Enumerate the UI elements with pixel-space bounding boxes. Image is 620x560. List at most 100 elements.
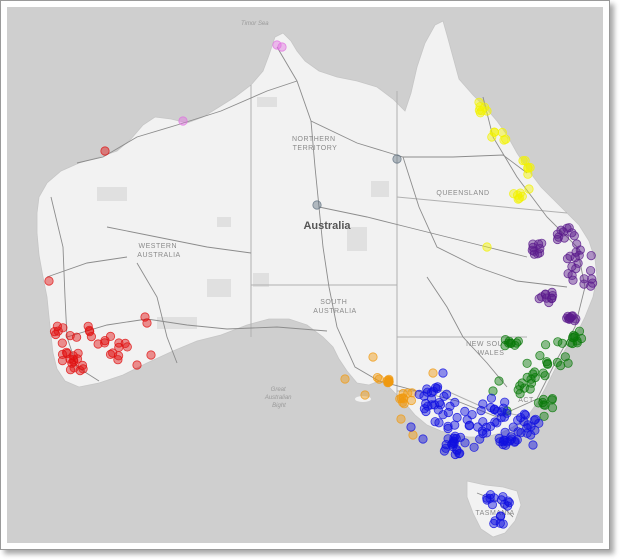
location-marker-gray[interactable] [312, 200, 322, 210]
location-marker-blue[interactable] [443, 423, 453, 434]
location-marker-orange[interactable] [372, 372, 382, 383]
location-marker-pink[interactable] [178, 116, 188, 126]
location-marker-purple[interactable] [573, 258, 583, 268]
location-marker-blue[interactable] [443, 421, 453, 431]
location-marker-blue[interactable] [460, 438, 470, 448]
location-marker-pink[interactable] [272, 40, 282, 50]
location-marker-blue-tas[interactable] [496, 495, 506, 505]
location-marker-yellow[interactable] [523, 163, 533, 173]
location-marker-green[interactable] [519, 383, 529, 393]
location-marker-blue[interactable] [528, 440, 538, 450]
location-marker-blue[interactable] [495, 437, 505, 447]
location-marker-blue[interactable] [475, 434, 485, 444]
location-marker-purple[interactable] [570, 253, 580, 263]
location-marker-red[interactable] [65, 365, 76, 375]
location-marker-red[interactable] [77, 360, 88, 370]
location-marker-red[interactable] [57, 355, 68, 366]
location-marker-red[interactable] [53, 326, 63, 336]
location-marker-green[interactable] [572, 338, 582, 348]
location-marker-purple[interactable] [569, 316, 580, 326]
location-marker-blue[interactable] [496, 413, 506, 423]
location-marker-red[interactable] [61, 347, 72, 357]
location-marker-red[interactable] [84, 325, 95, 335]
location-marker-blue[interactable] [522, 423, 532, 433]
location-marker-green[interactable] [535, 350, 545, 361]
location-marker-purple[interactable] [562, 254, 573, 264]
location-marker-blue[interactable] [478, 399, 488, 409]
location-marker-pink[interactable] [277, 42, 287, 52]
location-marker-blue[interactable] [438, 368, 448, 378]
location-marker-orange[interactable] [399, 394, 409, 404]
location-marker-blue-tas[interactable] [498, 519, 508, 529]
location-marker-blue-tas[interactable] [482, 495, 492, 505]
location-marker-blue[interactable] [439, 391, 449, 401]
location-marker-green[interactable] [528, 369, 538, 379]
location-marker-purple[interactable] [579, 274, 589, 284]
location-marker-purple[interactable] [586, 281, 596, 291]
location-marker-yellow[interactable] [524, 184, 534, 194]
location-marker-red[interactable] [105, 331, 116, 341]
location-marker-blue[interactable] [500, 427, 510, 437]
location-marker-blue[interactable] [418, 434, 428, 444]
location-marker-red[interactable] [93, 339, 103, 349]
location-marker-red[interactable] [68, 355, 79, 365]
location-marker-orange[interactable] [428, 368, 438, 378]
location-marker-blue[interactable] [406, 422, 416, 432]
location-marker-blue-tas[interactable] [485, 490, 496, 500]
location-marker-blue[interactable] [508, 422, 518, 432]
location-marker-purple[interactable] [537, 238, 547, 248]
map-viewport[interactable]: Timor Sea NORTHERN TERRITORY QUEENSLAND … [7, 7, 603, 543]
location-marker-red[interactable] [122, 342, 132, 352]
location-marker-yellow[interactable] [514, 193, 525, 203]
location-marker-blue[interactable] [469, 442, 479, 452]
location-marker-green[interactable] [547, 395, 557, 405]
location-marker-blue[interactable] [421, 406, 431, 417]
location-marker-yellow[interactable] [482, 106, 492, 116]
location-marker-green[interactable] [538, 394, 549, 404]
location-marker-orange[interactable] [384, 377, 394, 387]
location-marker-orange[interactable] [406, 395, 416, 406]
location-marker-purple[interactable] [547, 293, 557, 303]
location-marker-red[interactable] [114, 338, 124, 348]
location-marker-green[interactable] [488, 386, 498, 396]
location-marker-orange[interactable] [360, 390, 370, 400]
location-marker-blue[interactable] [490, 417, 500, 427]
location-marker-green[interactable] [538, 397, 548, 408]
location-marker-red[interactable] [78, 364, 88, 374]
location-marker-blue[interactable] [462, 415, 472, 425]
location-marker-red[interactable] [132, 360, 142, 370]
location-marker-blue[interactable] [443, 407, 453, 418]
location-marker-blue-tas[interactable] [495, 511, 505, 521]
location-marker-blue[interactable] [513, 415, 523, 425]
location-marker-blue[interactable] [513, 427, 523, 437]
location-marker-blue[interactable] [433, 405, 443, 415]
location-marker-green[interactable] [506, 338, 516, 348]
australia-map[interactable]: Timor Sea NORTHERN TERRITORY QUEENSLAND … [7, 7, 603, 543]
location-marker-blue[interactable] [509, 437, 520, 447]
location-marker-purple[interactable] [579, 279, 589, 289]
location-marker-blue[interactable] [530, 425, 540, 435]
location-marker-yellow[interactable] [518, 156, 528, 166]
location-marker-red[interactable] [44, 276, 54, 286]
location-marker-blue[interactable] [438, 410, 448, 420]
location-markers[interactable] [44, 40, 598, 529]
location-marker-green[interactable] [552, 357, 563, 367]
location-marker-yellow[interactable] [487, 132, 497, 142]
location-marker-orange[interactable] [368, 352, 378, 362]
location-marker-purple[interactable] [562, 223, 572, 233]
location-marker-green[interactable] [568, 330, 579, 340]
location-marker-orange[interactable] [408, 430, 418, 440]
location-marker-yellow[interactable] [497, 127, 507, 138]
location-marker-orange[interactable] [340, 374, 350, 384]
location-marker-blue[interactable] [478, 417, 488, 427]
location-marker-gray[interactable] [392, 154, 402, 164]
location-marker-purple[interactable] [585, 265, 596, 276]
location-marker-red[interactable] [100, 146, 110, 156]
location-marker-purple[interactable] [535, 244, 545, 254]
location-marker-blue[interactable] [516, 412, 526, 423]
location-marker-red[interactable] [142, 318, 152, 328]
location-marker-blue[interactable] [432, 383, 442, 394]
location-marker-blue[interactable] [434, 418, 444, 428]
location-marker-blue[interactable] [419, 404, 429, 414]
location-marker-yellow[interactable] [482, 242, 492, 252]
